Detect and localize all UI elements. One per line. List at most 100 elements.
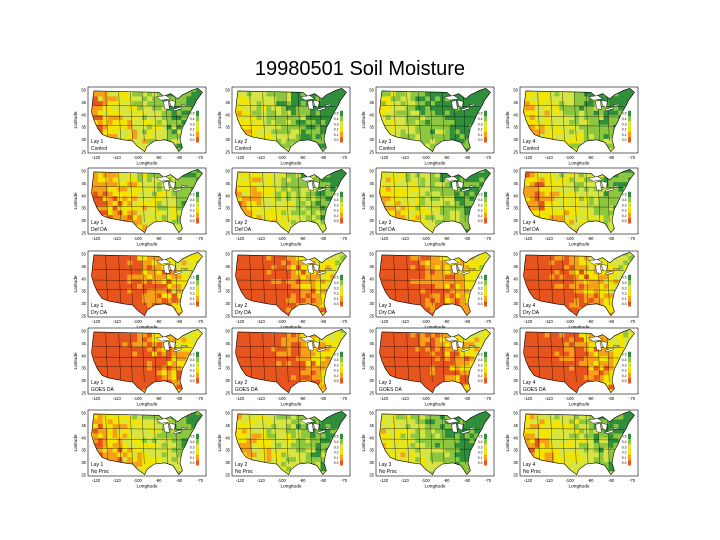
heat-cell: [171, 337, 177, 343]
heat-cell: [142, 269, 148, 275]
heat-cell: [315, 120, 321, 126]
heat-cell: [127, 342, 133, 348]
heat-cell: [161, 269, 168, 275]
heat-cell: [574, 96, 580, 102]
heat-cell: [142, 205, 148, 211]
heat-cell: [464, 288, 470, 294]
heat-cell: [191, 172, 197, 178]
heat-cell: [281, 298, 287, 304]
heat-cell: [102, 96, 109, 102]
heat-cell: [574, 265, 580, 271]
heat-cell: [474, 191, 480, 197]
heat-cell: [593, 120, 600, 126]
heat-cell: [142, 148, 148, 152]
heat-cell: [420, 269, 426, 275]
layer-label: Lay 4: [523, 303, 535, 309]
x-tick-label: -110: [545, 155, 554, 160]
heat-cell: [266, 191, 272, 197]
heat-cell: [454, 210, 460, 216]
heat-cell: [122, 110, 128, 116]
heat-cell: [579, 186, 585, 192]
x-tick-label: -100: [277, 155, 286, 160]
heat-cell: [554, 186, 560, 192]
heat-cell: [559, 288, 565, 294]
heat-cell: [559, 255, 565, 261]
heat-cell: [142, 375, 148, 381]
colorbar-swatch: [196, 280, 199, 286]
heat-cell: [286, 274, 292, 280]
heat-cell: [266, 293, 272, 299]
heat-cell: [574, 255, 580, 261]
heat-cell: [132, 284, 138, 290]
heat-cell: [166, 124, 172, 130]
state-border: [274, 92, 277, 142]
heat-cell: [464, 129, 470, 135]
y-axis-label: Latitude: [217, 275, 223, 292]
heat-cell: [291, 219, 297, 225]
heat-cell: [286, 201, 292, 207]
y-tick-label: 25: [513, 314, 518, 319]
heat-cell: [544, 134, 550, 140]
heat-cell: [579, 260, 585, 266]
y-tick-label: 45: [369, 100, 374, 105]
great-lake: [169, 99, 176, 108]
heat-cell: [176, 351, 182, 357]
heat-cell: [235, 269, 238, 275]
heat-cell: [320, 134, 326, 140]
heat-cell: [320, 138, 326, 144]
heat-cell: [395, 196, 401, 202]
heat-cell: [579, 177, 585, 183]
colorbar-tick-label: 0.5: [190, 193, 195, 197]
heat-cell: [559, 182, 565, 188]
heat-cell: [137, 201, 143, 207]
x-tick-label: -120: [236, 236, 245, 241]
colorbar-tick-label: 0.4: [622, 281, 627, 285]
colorbar-tick-label: 0.5: [622, 276, 627, 280]
heat-cell: [102, 210, 109, 216]
heat-cell: [430, 307, 436, 313]
heat-cell: [186, 177, 192, 183]
heat-cell: [559, 269, 565, 275]
heat-cell: [137, 269, 143, 275]
colorbar-swatch: [628, 116, 631, 122]
heat-cell: [479, 172, 485, 178]
colorbar-swatch: [196, 301, 199, 307]
heat-cell: [132, 365, 138, 371]
layer-label: Lay 2: [235, 220, 247, 226]
heat-cell: [449, 134, 456, 140]
heat-cell: [464, 182, 470, 188]
heat-cell: [271, 274, 277, 280]
colorbar-tick-label: 0.1: [190, 214, 195, 218]
heat-cell: [112, 342, 118, 348]
heat-cell: [588, 255, 595, 261]
heat-cell: [579, 129, 585, 135]
heat-cell: [420, 279, 426, 285]
heat-cell: [142, 172, 148, 178]
heat-cell: [613, 177, 619, 183]
heat-cell: [435, 138, 441, 144]
great-lake: [155, 336, 172, 342]
colorbar-tick-label: 0.3: [478, 286, 483, 290]
heat-cell: [574, 143, 580, 149]
heat-cell: [474, 172, 480, 178]
heat-cell: [554, 177, 560, 183]
heat-cell: [181, 269, 187, 275]
heat-cell: [549, 110, 555, 116]
heat-cell: [420, 288, 426, 294]
heat-cell: [117, 342, 123, 348]
y-tick-label: 25: [81, 231, 86, 236]
heat-cell: [574, 124, 580, 130]
heat-cell: [613, 120, 619, 126]
heat-cell: [430, 274, 436, 280]
heat-cell: [464, 224, 470, 230]
heat-cell: [127, 332, 133, 338]
heat-cell: [112, 351, 118, 357]
heat-cell: [320, 101, 326, 107]
heat-cell: [390, 101, 397, 107]
heat-cell: [266, 177, 272, 183]
heat-cell: [390, 186, 397, 192]
heat-cell: [266, 201, 272, 207]
state-border: [93, 366, 192, 368]
heat-cell: [166, 375, 172, 381]
heat-cell: [405, 182, 411, 188]
